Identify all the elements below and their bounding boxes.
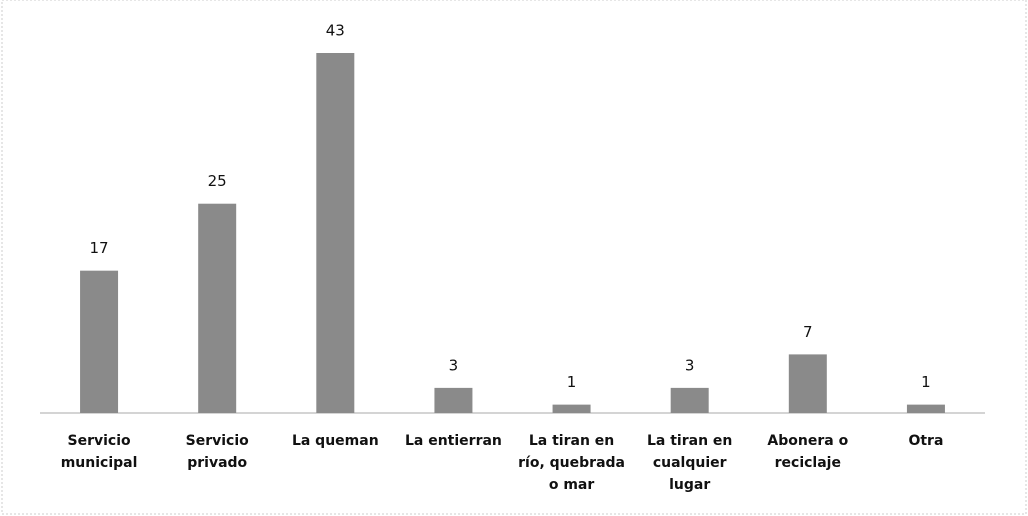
x-tick-label: reciclaje bbox=[775, 455, 841, 471]
x-tick-label: Servicio bbox=[68, 433, 132, 449]
x-tick-label: Servicio bbox=[186, 433, 250, 449]
x-tick-label: La tiran en bbox=[529, 433, 614, 449]
x-tick-label: río, quebrada bbox=[518, 455, 625, 471]
x-tick-label: o mar bbox=[549, 477, 595, 493]
x-tick-label: Otra bbox=[908, 433, 943, 449]
x-tick-label: La queman bbox=[292, 433, 379, 449]
x-tick-label: Abonera o bbox=[767, 433, 848, 449]
bar bbox=[906, 404, 945, 413]
bar bbox=[198, 203, 237, 413]
x-tick-label: cualquier bbox=[653, 455, 727, 471]
value-label: 25 bbox=[208, 172, 227, 190]
x-tick-label: privado bbox=[187, 455, 247, 471]
bar bbox=[434, 387, 473, 413]
bar bbox=[788, 354, 827, 413]
x-tick-label: La tiran en bbox=[647, 433, 732, 449]
value-label: 3 bbox=[449, 356, 459, 374]
value-label: 7 bbox=[803, 323, 813, 341]
bar bbox=[316, 53, 355, 413]
value-label: 17 bbox=[90, 239, 109, 257]
value-label: 3 bbox=[685, 356, 695, 374]
x-tick-label: La entierran bbox=[405, 433, 502, 449]
bar bbox=[80, 270, 119, 413]
bar bbox=[552, 404, 591, 413]
value-label: 1 bbox=[921, 373, 931, 391]
x-tick-label: municipal bbox=[61, 455, 138, 471]
value-label: 1 bbox=[567, 373, 577, 391]
bar bbox=[670, 387, 709, 413]
value-label: 43 bbox=[326, 22, 345, 40]
x-tick-label: lugar bbox=[669, 477, 710, 493]
